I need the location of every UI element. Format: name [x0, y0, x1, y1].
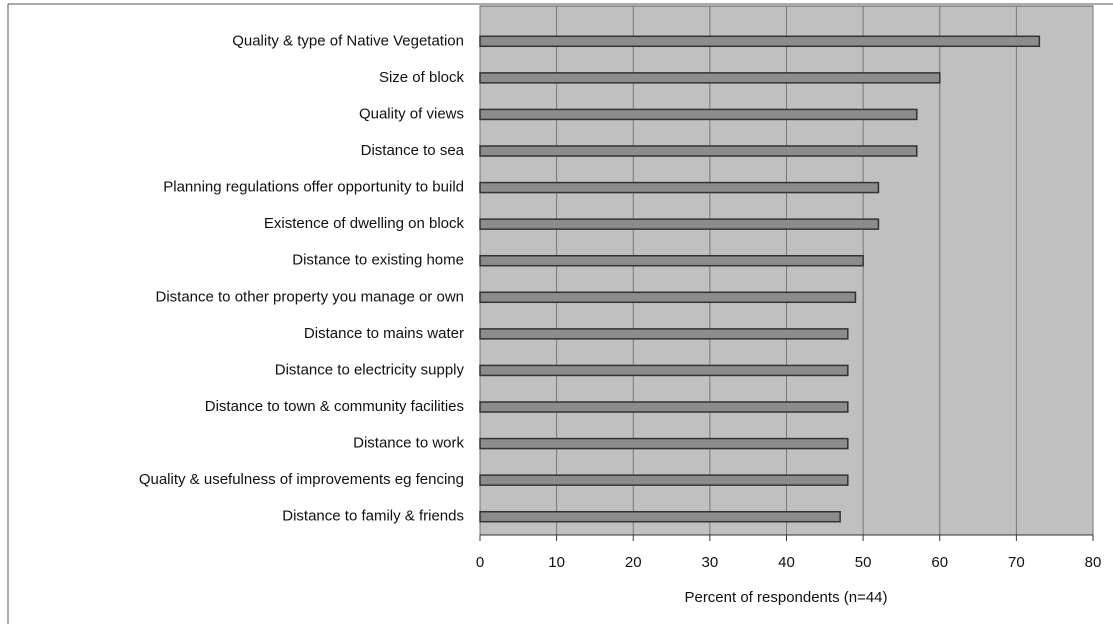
bar: [479, 181, 880, 194]
y-tick-label: Distance to sea: [361, 142, 465, 159]
x-tick-label: 80: [1085, 554, 1102, 571]
y-tick-label: Planning regulations offer opportunity t…: [163, 179, 464, 196]
y-tick-label: Distance to existing home: [292, 252, 464, 269]
x-axis-title: Percent of respondents (n=44): [684, 589, 887, 606]
y-tick-label: Distance to town & community facilities: [205, 398, 464, 415]
y-tick-label: Distance to mains water: [304, 325, 464, 342]
x-tick-label: 70: [1008, 554, 1025, 571]
bar: [479, 218, 880, 230]
y-tick-label: Quality & usefulness of improvements eg …: [139, 471, 464, 488]
bar: [479, 108, 918, 121]
bar: [479, 328, 849, 340]
y-tick-label: Quality of views: [359, 105, 464, 122]
x-tick-label: 50: [855, 554, 872, 571]
bar: [479, 364, 849, 377]
y-tick-label: Distance to electricity supply: [275, 361, 465, 378]
bar: [479, 145, 918, 157]
x-tick-label: 60: [931, 554, 948, 571]
y-tick-label: Distance to family & friends: [282, 508, 464, 525]
y-tick-label: Quality & type of Native Vegetation: [232, 32, 464, 49]
x-tick-label: 20: [625, 554, 642, 571]
x-tick-label: 0: [476, 554, 484, 571]
x-tick-label: 30: [702, 554, 719, 571]
x-tick-label: 40: [778, 554, 795, 571]
x-tick-label: 10: [548, 554, 565, 571]
y-tick-label: Distance to other property you manage or…: [155, 288, 464, 305]
bar: [479, 72, 941, 84]
bar: [479, 474, 849, 486]
bar: [479, 401, 849, 413]
bar: [479, 437, 849, 450]
y-tick-label: Distance to work: [353, 435, 464, 452]
bar: [479, 291, 857, 304]
y-tick-label: Size of block: [379, 69, 465, 86]
bar: [479, 510, 841, 523]
y-tick-label: Existence of dwelling on block: [264, 215, 465, 232]
bar: [479, 254, 864, 267]
bar: [479, 35, 1041, 48]
